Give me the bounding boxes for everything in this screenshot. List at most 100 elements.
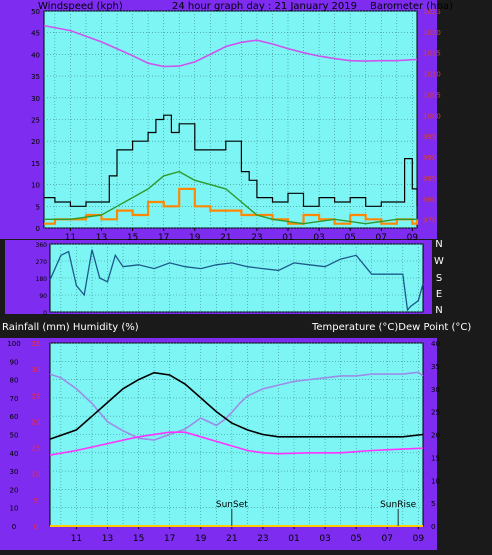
direction-y-tick-label: 0 — [43, 310, 47, 317]
x-tick-label: 05 — [344, 233, 355, 243]
x-tick-label: 19 — [195, 534, 207, 544]
rainfall-y-tick-labels: 0 5 10 15 20 25 30 35 — [32, 340, 41, 531]
x-tick-label: 03 — [319, 534, 330, 544]
wind-y-tick-label: 20 — [31, 138, 40, 146]
x-tick-label: 13 — [96, 233, 107, 243]
x-tick-label: 09 — [407, 233, 419, 243]
humidity-y-tick-labels: 0 10 20 30 40 50 60 70 80 90 100 — [7, 340, 20, 531]
x-tick-label: 23 — [251, 233, 262, 243]
wind-y-tick-label: 10 — [31, 182, 40, 190]
dewpoint-series — [49, 431, 424, 456]
rainfall-y-tick-label: 25 — [32, 392, 41, 400]
barometer-y-tick-label: 990 — [423, 154, 436, 162]
rainfall-y-tick-label: 15 — [32, 445, 41, 453]
direction-y-tick-label: 180 — [36, 276, 48, 283]
x-tick-label: 19 — [189, 233, 201, 243]
barometer-y-tick-label: 975 — [423, 217, 436, 225]
barometer-y-tick-label: 985 — [423, 175, 436, 183]
temperature-series — [49, 371, 424, 440]
wind-y-tick-label: 40 — [31, 51, 40, 59]
wind-y-tick-label: 30 — [31, 95, 40, 103]
rainfall-y-tick-label: 10 — [32, 471, 41, 479]
wind-y-tick-label: 0 — [36, 225, 40, 233]
barometer-y-tick-label: 980 — [423, 196, 436, 204]
x-tick-label: 07 — [382, 534, 393, 544]
rainfall-y-tick-label: 5 — [34, 497, 38, 505]
wind-y-tick-label: 35 — [31, 73, 40, 81]
direction-series-group — [49, 249, 424, 312]
rainfall-humidity-axis-title: Rainfall (mm) Humidity (%) — [2, 322, 139, 333]
direction-y-tick-label: 90 — [39, 293, 47, 300]
wind-speed-series — [44, 170, 417, 225]
temperature-y-tick-label: 15 — [431, 454, 440, 462]
x-tick-label: 13 — [102, 534, 113, 544]
humidity-y-tick-label: 0 — [12, 523, 16, 531]
x-tick-label: 11 — [65, 233, 76, 243]
sunset-label: SunSet — [216, 500, 248, 510]
x-tick-label: 07 — [376, 233, 387, 243]
rainfall-y-tick-label: 0 — [34, 523, 38, 531]
humidity-y-tick-label: 70 — [10, 395, 19, 403]
temp-series-group — [49, 371, 424, 527]
barometer-y-tick-label: 1010 — [423, 71, 441, 79]
compass-label: E — [436, 289, 442, 300]
wind-y-tick-label: 5 — [36, 203, 40, 211]
direction-gridlines — [50, 243, 423, 313]
barometer-y-tick-label: 1020 — [423, 29, 441, 37]
temperature-y-tick-labels: 0 5 10 15 20 25 30 35 40 — [431, 340, 440, 531]
humidity-y-tick-label: 50 — [10, 432, 19, 440]
x-tick-label: 17 — [164, 534, 175, 544]
humidity-y-tick-label: 40 — [10, 450, 19, 458]
windspeed-axis-title: Windspeed (kph) — [38, 1, 123, 12]
wind-y-tick-label: 15 — [31, 160, 40, 168]
rainfall-y-tick-label: 35 — [32, 340, 41, 348]
barometer-y-tick-label: 1025 — [423, 8, 441, 16]
wind-y-tick-label: 45 — [31, 30, 40, 38]
temperature-y-tick-label: 40 — [431, 340, 440, 348]
wind-series-group — [43, 24, 419, 225]
wind-average-series — [44, 187, 419, 225]
wind-gust-series — [44, 114, 418, 207]
x-tick-label: 01 — [282, 233, 293, 243]
compass-label: N — [435, 239, 442, 250]
x-tick-label: 21 — [220, 233, 231, 243]
wind-y-tick-label: 25 — [31, 117, 40, 125]
humidity-y-tick-label: 60 — [10, 413, 19, 421]
rainfall-y-tick-label: 30 — [32, 366, 41, 374]
sun-markers: SunSet SunRise — [216, 500, 417, 526]
x-tick-label: 23 — [257, 534, 268, 544]
humidity-y-tick-label: 30 — [10, 468, 19, 476]
x-tick-label: 15 — [133, 534, 144, 544]
temperature-y-tick-label: 35 — [431, 363, 440, 371]
wind-y-tick-label: 50 — [31, 8, 40, 16]
temperature-y-tick-label: 10 — [431, 477, 440, 485]
humidity-y-tick-label: 20 — [10, 486, 19, 494]
sunrise-label: SunRise — [380, 500, 417, 510]
wind-direction-series — [49, 249, 424, 312]
x-tick-label: 01 — [288, 534, 299, 544]
x-tick-label: 11 — [71, 534, 82, 544]
barometer-axis-title: Barometer (hpa) — [370, 1, 453, 12]
barometer-y-tick-labels: 975 980 985 990 995 1000 1005 1010 1015 1020 1025 — [423, 8, 441, 225]
barometer-y-tick-label: 1015 — [423, 50, 441, 58]
compass-label: S — [436, 273, 442, 284]
x-tick-label: 17 — [158, 233, 169, 243]
barometer-series — [43, 24, 418, 68]
barometer-y-tick-label: 1000 — [423, 112, 441, 120]
barometer-y-tick-label: 1005 — [423, 91, 441, 99]
rainfall-y-tick-label: 20 — [32, 418, 41, 426]
compass-label: N — [435, 305, 442, 316]
temperature-y-tick-label: 30 — [431, 386, 440, 394]
x-tick-label: 09 — [413, 534, 425, 544]
humidity-series — [49, 371, 424, 441]
temperature-y-tick-label: 20 — [431, 432, 440, 440]
temperature-dewpoint-axis-title: Temperature (°C)Dew Point (°C) — [311, 322, 471, 333]
temperature-y-tick-label: 5 — [431, 500, 435, 508]
direction-y-tick-label: 360 — [36, 242, 48, 249]
x-tick-label: 03 — [313, 233, 324, 243]
direction-y-tick-labels: 0 90 180 270 360 — [36, 242, 48, 317]
barometer-y-tick-label: 995 — [423, 133, 436, 141]
temperature-y-tick-label: 25 — [431, 409, 440, 417]
